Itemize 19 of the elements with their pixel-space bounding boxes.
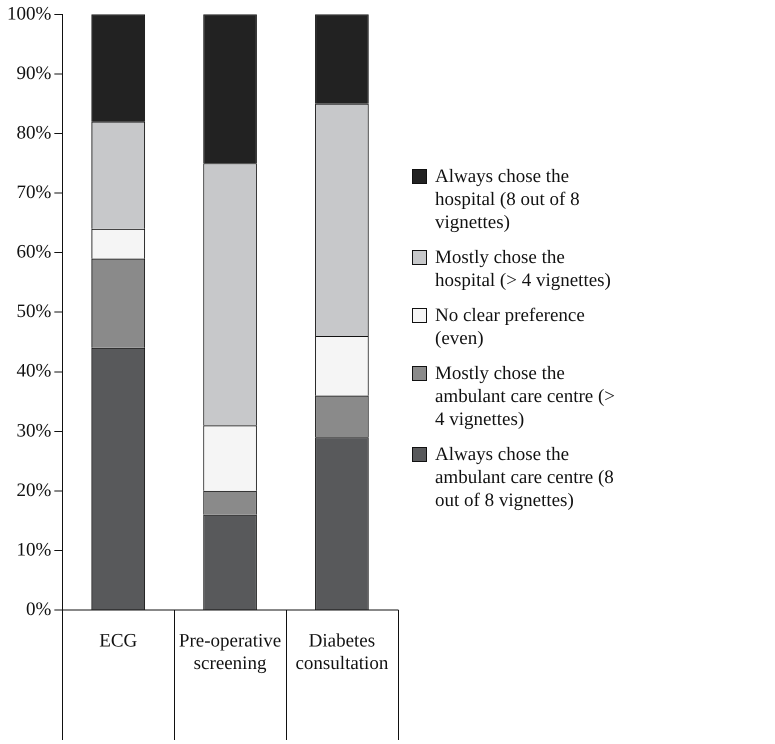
- y-tick-label: 40%: [16, 360, 52, 382]
- y-tick-label: 10%: [16, 539, 52, 560]
- y-tick-label: 90%: [16, 62, 52, 84]
- x-tick-label: Pre-operative screening: [178, 630, 282, 674]
- y-tick-label: 60%: [16, 242, 52, 263]
- legend-label: Always chose the hospital (8 out of 8 vignettes): [435, 165, 581, 234]
- x-tick-label: Diabetes consultation: [295, 630, 389, 674]
- y-tick-label: 70%: [16, 182, 52, 204]
- legend-label: Always chose the ambulant care centre (8 out of 8 vignettes): [435, 443, 615, 512]
- y-tick-label: 50%: [16, 301, 52, 322]
- legend-label: Mostly chose the hospital (> 4 vignettes): [435, 246, 612, 292]
- x-tick-label: ECG: [99, 630, 138, 652]
- y-tick-label: 100%: [7, 3, 52, 24]
- text: No clear preference (even): [435, 304, 586, 350]
- y-tick-label: 0%: [26, 598, 52, 620]
- legend-label: Mostly chose the ambulant care centre (> 4 vignettes): [435, 362, 616, 431]
- y-tick-label: 30%: [16, 420, 52, 442]
- y-tick-label: 20%: [16, 480, 52, 501]
- y-tick-label: 80%: [16, 122, 52, 144]
